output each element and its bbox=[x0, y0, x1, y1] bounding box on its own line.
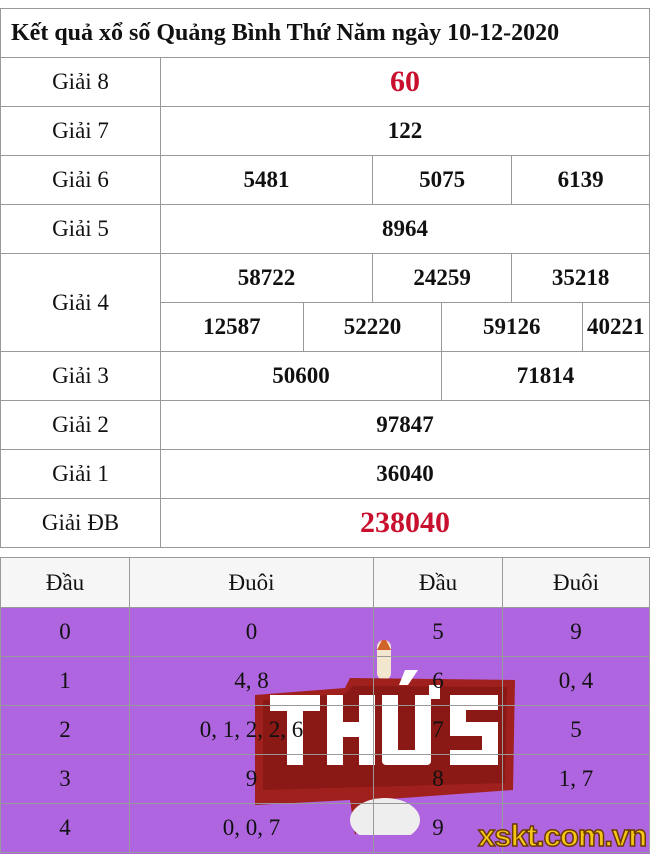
loto-dau: 7 bbox=[373, 705, 503, 755]
prize-value: 59126 bbox=[441, 302, 583, 352]
loto-duoi: 1, 7 bbox=[502, 754, 650, 804]
header-duoi: Đuôi bbox=[502, 557, 650, 608]
loto-dau: 4 bbox=[0, 803, 130, 853]
prize-label: Giải ĐB bbox=[0, 498, 161, 548]
loto-duoi bbox=[502, 803, 650, 853]
prize-value-special: 238040 bbox=[160, 498, 650, 548]
prize-value: 6139 bbox=[511, 155, 650, 205]
prize-value: 12587 bbox=[160, 302, 304, 352]
prize-row-4: Giải 4 58722 24259 35218 bbox=[0, 253, 650, 352]
prize-value: 40221 bbox=[581, 302, 650, 352]
loto-dau: 5 bbox=[373, 607, 503, 657]
prize-value: 50600 bbox=[159, 351, 443, 401]
loto-duoi: 0 bbox=[129, 607, 374, 657]
prize-value: 36040 bbox=[160, 449, 650, 499]
prize-value: 35218 bbox=[511, 253, 650, 303]
prize-value: 8964 bbox=[160, 204, 650, 254]
loto-dau: 9 bbox=[373, 803, 503, 853]
header-duoi: Đuôi bbox=[129, 557, 374, 608]
prize-row-6: Giải 6 5481 5075 6139 bbox=[0, 155, 650, 205]
loto-table: Đầu Đuôi Đầu Đuôi 0 0 5 9 1 4, 8 6 0, 4 2 0, 1, 2… bbox=[0, 557, 650, 853]
prize-value: 24259 bbox=[371, 253, 513, 303]
prize-row-3: Giải 3 50600 71814 bbox=[0, 351, 650, 401]
results-table: Kết quả xổ số Quảng Bình Thứ Năm ngày 10… bbox=[0, 8, 650, 548]
prize-label: Giải 8 bbox=[0, 57, 161, 107]
loto-dau: 8 bbox=[373, 754, 503, 804]
loto-row: 1 4, 8 6 0, 4 bbox=[0, 656, 650, 706]
prize-value: 52220 bbox=[302, 302, 443, 352]
loto-dau: 3 bbox=[0, 754, 130, 804]
prize-row-8: Giải 8 60 bbox=[0, 57, 650, 107]
prize-value: 58722 bbox=[160, 253, 373, 303]
prize-label: Giải 7 bbox=[0, 106, 161, 156]
prize-value: 71814 bbox=[441, 351, 650, 401]
loto-dau: 1 bbox=[0, 656, 130, 706]
prize-label: Giải 6 bbox=[0, 155, 161, 205]
prize-value: 97847 bbox=[160, 400, 650, 450]
prize-label: Giải 3 bbox=[0, 351, 161, 401]
loto-duoi: 4, 8 bbox=[129, 656, 374, 706]
prize-label: Giải 2 bbox=[0, 400, 161, 450]
prize-label: Giải 5 bbox=[0, 204, 161, 254]
prize-label: Giải 1 bbox=[0, 449, 161, 499]
loto-dau: 0 bbox=[0, 607, 130, 657]
loto-duoi: 5 bbox=[502, 705, 650, 755]
prize-value: 5075 bbox=[371, 155, 513, 205]
prize-value: 5481 bbox=[160, 155, 373, 205]
prize-value: 122 bbox=[160, 106, 650, 156]
loto-dau: 6 bbox=[373, 656, 503, 706]
prize-label: Giải 4 bbox=[0, 253, 161, 352]
prize-row-7: Giải 7 122 bbox=[0, 106, 650, 156]
results-title: Kết quả xổ số Quảng Bình Thứ Năm ngày 10… bbox=[0, 8, 650, 58]
loto-row: 3 9 8 1, 7 bbox=[0, 754, 650, 804]
loto-duoi: 0, 4 bbox=[502, 656, 650, 706]
loto-duoi: 0, 1, 2, 2, 6 bbox=[129, 705, 374, 755]
loto-duoi: 0, 0, 7 bbox=[129, 803, 374, 853]
header-dau: Đầu bbox=[373, 557, 503, 608]
loto-duoi: 9 bbox=[502, 607, 650, 657]
header-dau: Đầu bbox=[0, 557, 130, 608]
prize-row-2: Giải 2 97847 bbox=[0, 400, 650, 450]
loto-dau: 2 bbox=[0, 705, 130, 755]
loto-duoi: 9 bbox=[129, 754, 374, 804]
prize-row-db: Giải ĐB 238040 bbox=[0, 498, 650, 548]
prize-row-1: Giải 1 36040 bbox=[0, 449, 650, 499]
prize-value: 60 bbox=[160, 57, 650, 107]
prize-row-5: Giải 5 8964 bbox=[0, 204, 650, 254]
